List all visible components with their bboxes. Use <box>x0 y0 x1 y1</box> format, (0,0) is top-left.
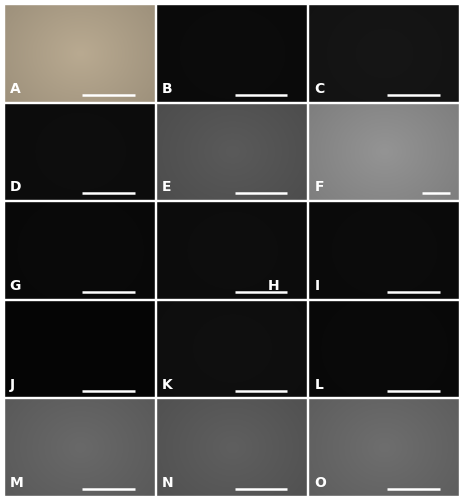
Text: K: K <box>162 378 173 392</box>
Text: J: J <box>10 378 15 392</box>
Text: O: O <box>314 476 326 490</box>
Text: C: C <box>314 82 325 96</box>
Text: F: F <box>314 180 324 194</box>
Text: D: D <box>10 180 21 194</box>
Text: I: I <box>314 279 319 293</box>
Text: B: B <box>162 82 173 96</box>
Text: H: H <box>268 279 279 293</box>
Text: L: L <box>314 378 323 392</box>
Text: A: A <box>10 82 20 96</box>
Text: N: N <box>162 476 174 490</box>
Text: G: G <box>10 279 21 293</box>
Text: E: E <box>162 180 171 194</box>
Text: M: M <box>10 476 24 490</box>
